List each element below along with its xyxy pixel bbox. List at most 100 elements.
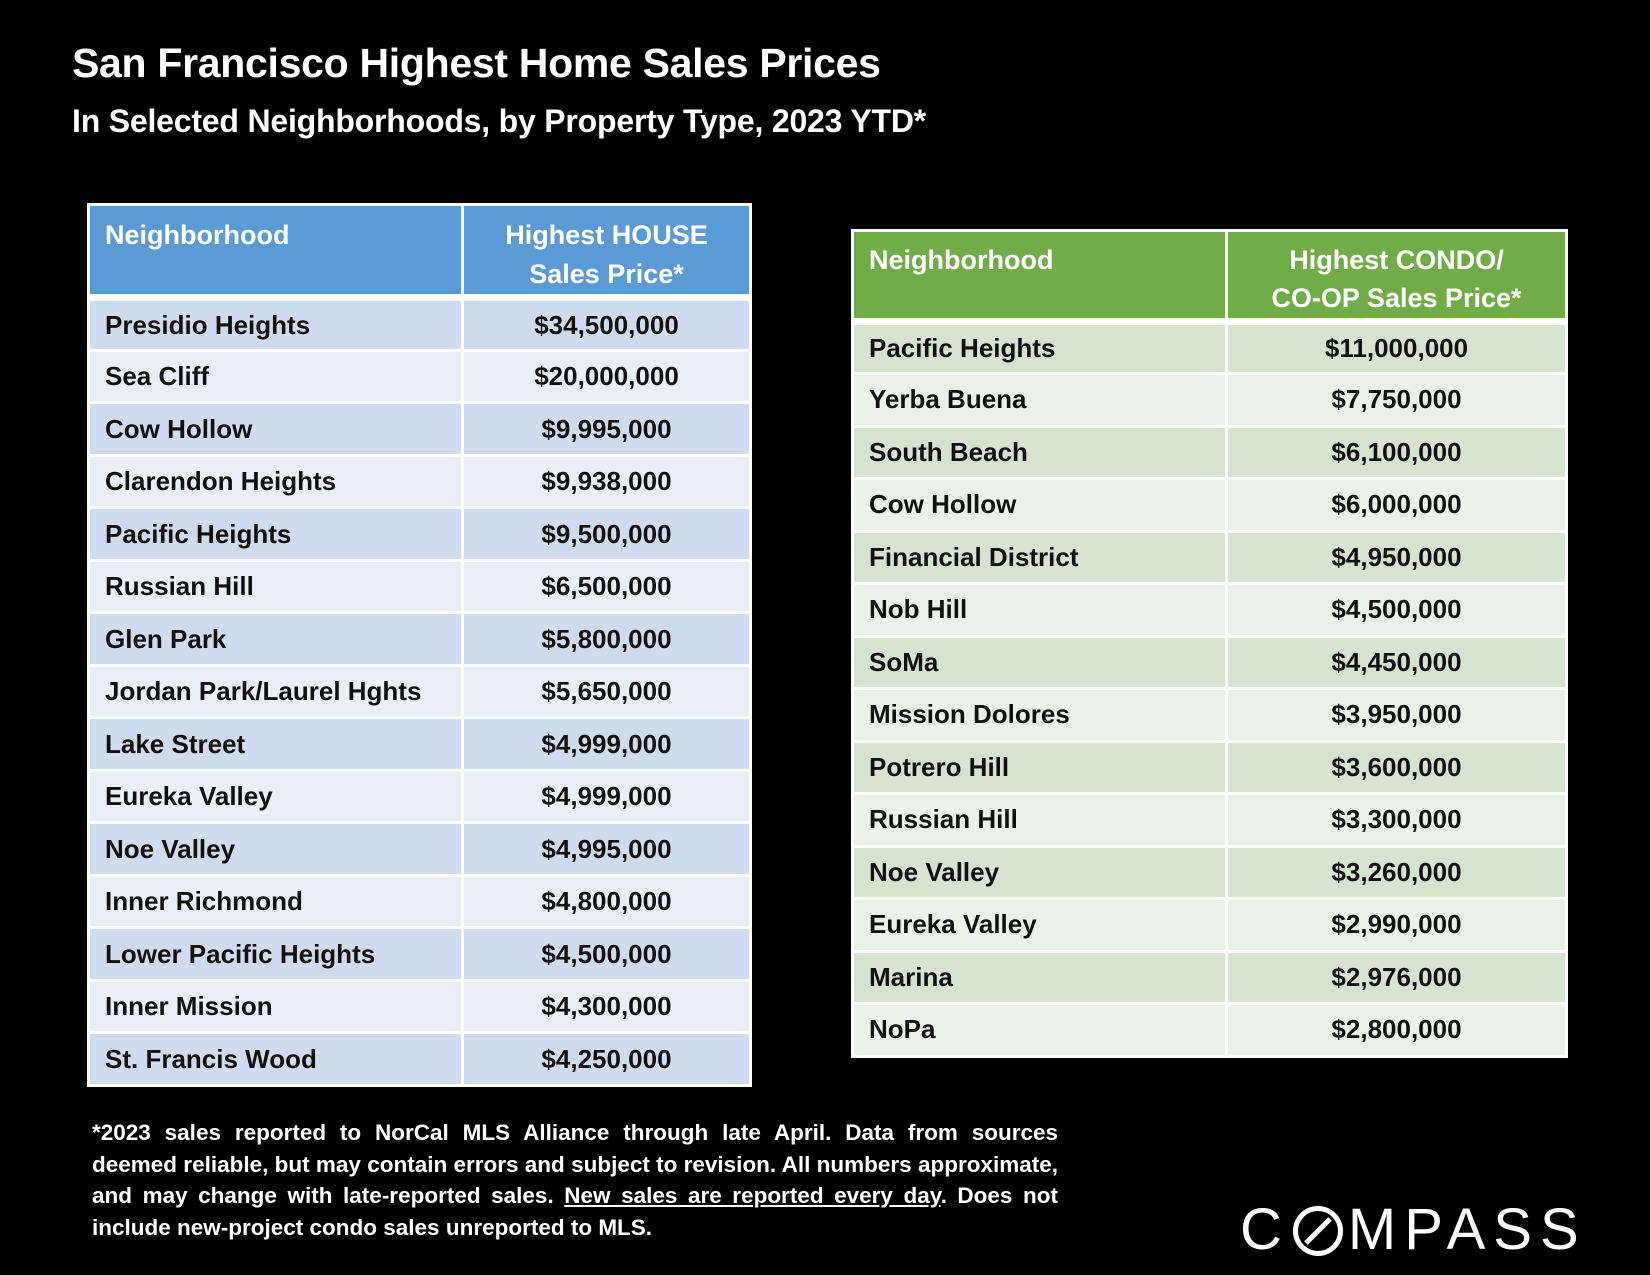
condo-price-cell: $3,950,000 — [1225, 687, 1568, 743]
condo-neighborhood-cell: Cow Hollow — [851, 477, 1228, 533]
house-table-row: Cow Hollow $9,995,000 — [87, 401, 752, 457]
condo-price-cell: $4,500,000 — [1225, 582, 1568, 638]
house-table-row: Pacific Heights $9,500,000 — [87, 506, 752, 562]
house-neighborhood-cell: Lower Pacific Heights — [87, 926, 464, 982]
condo-col-price: Highest CONDO/ CO-OP Sales Price* — [1225, 229, 1568, 323]
condo-table-header-row: Neighborhood Highest CONDO/ CO-OP Sales … — [851, 229, 1568, 323]
house-neighborhood-cell: Lake Street — [87, 716, 464, 772]
house-neighborhood-cell: St. Francis Wood — [87, 1031, 464, 1087]
house-table-header-row: Neighborhood Highest HOUSE Sales Price* — [87, 202, 752, 300]
house-price-cell: $4,999,000 — [461, 768, 752, 825]
condo-neighborhood-cell: Marina — [851, 949, 1228, 1006]
footnote: *2023 sales reported to NorCal MLS Allia… — [92, 1117, 1058, 1243]
logo-letter-c: C — [1240, 1197, 1290, 1262]
condo-price-cell: $2,800,000 — [1225, 1002, 1568, 1058]
condo-price-cell: $2,976,000 — [1225, 949, 1568, 1006]
condo-neighborhood-cell: Potrero Hill — [851, 739, 1228, 796]
condo-neighborhood-cell: South Beach — [851, 424, 1228, 481]
house-neighborhood-cell: Inner Richmond — [87, 873, 464, 930]
house-table-row: Inner Mission $4,300,000 — [87, 978, 752, 1035]
house-neighborhood-cell: Eureka Valley — [87, 768, 464, 825]
house-price-cell: $4,999,000 — [461, 716, 752, 772]
house-neighborhood-cell: Cow Hollow — [87, 401, 464, 457]
condo-neighborhood-cell: Pacific Heights — [851, 317, 1228, 376]
house-price-cell: $5,800,000 — [461, 611, 752, 667]
house-col-price-line2: Sales Price* — [529, 259, 684, 290]
house-neighborhood-cell: Presidio Heights — [87, 294, 464, 352]
house-price-cell: $4,300,000 — [461, 978, 752, 1035]
house-neighborhood-cell: Pacific Heights — [87, 506, 464, 562]
house-neighborhood-cell: Sea Cliff — [87, 348, 464, 405]
house-col-price: Highest HOUSE Sales Price* — [461, 202, 752, 300]
page-title: San Francisco Highest Home Sales Prices — [72, 40, 881, 86]
condo-price-cell: $3,260,000 — [1225, 844, 1568, 901]
house-table-body: Presidio Heights $34,500,000 Sea Cliff $20,… — [87, 294, 752, 1087]
condo-table-row: Financial District $4,950,000 — [851, 529, 1568, 586]
page-subtitle: In Selected Neighborhoods, by Property T… — [72, 103, 927, 139]
house-table-row: Clarendon Heights $9,938,000 — [87, 453, 752, 510]
condo-table-row: Eureka Valley $2,990,000 — [851, 897, 1568, 953]
house-table-row: Jordan Park/Laurel Hghts $5,650,000 — [87, 663, 752, 720]
house-table-row: Lake Street $4,999,000 — [87, 716, 752, 772]
condo-price-cell: $11,000,000 — [1225, 317, 1568, 376]
condo-neighborhood-cell: Financial District — [851, 529, 1228, 586]
condo-col-price-line1: Highest CONDO/ — [1289, 245, 1504, 275]
condo-neighborhood-cell: Yerba Buena — [851, 372, 1228, 428]
condo-price-cell: $2,990,000 — [1225, 897, 1568, 953]
condo-table-row: South Beach $6,100,000 — [851, 424, 1568, 481]
condo-table-row: Pacific Heights $11,000,000 — [851, 317, 1568, 376]
house-table-row: St. Francis Wood $4,250,000 — [87, 1031, 752, 1087]
house-price-cell: $4,250,000 — [461, 1031, 752, 1087]
house-price-cell: $4,800,000 — [461, 873, 752, 930]
footnote-link[interactable]: New sales are reported every day — [564, 1183, 941, 1208]
house-table-row: Sea Cliff $20,000,000 — [87, 348, 752, 405]
house-neighborhood-cell: Clarendon Heights — [87, 453, 464, 510]
house-price-table: Neighborhood Highest HOUSE Sales Price* … — [87, 202, 752, 1087]
condo-price-cell: $7,750,000 — [1225, 372, 1568, 428]
house-neighborhood-cell: Inner Mission — [87, 978, 464, 1035]
condo-neighborhood-cell: Nob Hill — [851, 582, 1228, 638]
house-neighborhood-cell: Glen Park — [87, 611, 464, 667]
compass-o-icon — [1292, 1204, 1344, 1256]
house-table-row: Noe Valley $4,995,000 — [87, 821, 752, 877]
house-table-row: Glen Park $5,800,000 — [87, 611, 752, 667]
house-price-cell: $5,650,000 — [461, 663, 752, 720]
house-table-row: Russian Hill $6,500,000 — [87, 558, 752, 615]
house-neighborhood-cell: Noe Valley — [87, 821, 464, 877]
condo-price-table: Neighborhood Highest CONDO/ CO-OP Sales … — [851, 229, 1568, 1058]
house-price-cell: $34,500,000 — [461, 294, 752, 352]
condo-table-row: Russian Hill $3,300,000 — [851, 792, 1568, 848]
condo-neighborhood-cell: Eureka Valley — [851, 897, 1228, 953]
house-price-cell: $20,000,000 — [461, 348, 752, 405]
condo-col-neighborhood: Neighborhood — [851, 229, 1228, 323]
condo-table-row: Potrero Hill $3,600,000 — [851, 739, 1568, 796]
house-col-price-line1: Highest HOUSE — [505, 220, 708, 250]
house-price-cell: $9,995,000 — [461, 401, 752, 457]
condo-table-row: Cow Hollow $6,000,000 — [851, 477, 1568, 533]
condo-table-row: NoPa $2,800,000 — [851, 1002, 1568, 1058]
condo-table-row: Yerba Buena $7,750,000 — [851, 372, 1568, 428]
house-price-cell: $6,500,000 — [461, 558, 752, 615]
condo-neighborhood-cell: SoMa — [851, 634, 1228, 691]
condo-table-body: Pacific Heights $11,000,000 Yerba Buena $7,… — [851, 317, 1568, 1058]
logo-letters-mpass: MPASS — [1347, 1197, 1587, 1262]
compass-logo: C MPASS — [1240, 1196, 1587, 1263]
condo-neighborhood-cell: Mission Dolores — [851, 687, 1228, 743]
house-table-row: Lower Pacific Heights $4,500,000 — [87, 926, 752, 982]
house-col-neighborhood: Neighborhood — [87, 202, 464, 300]
condo-price-cell: $4,450,000 — [1225, 634, 1568, 691]
condo-neighborhood-cell: Noe Valley — [851, 844, 1228, 901]
house-table-row: Inner Richmond $4,800,000 — [87, 873, 752, 930]
house-neighborhood-cell: Russian Hill — [87, 558, 464, 615]
condo-neighborhood-cell: NoPa — [851, 1002, 1228, 1058]
condo-price-cell: $4,950,000 — [1225, 529, 1568, 586]
condo-price-cell: $3,600,000 — [1225, 739, 1568, 796]
house-table-row: Eureka Valley $4,999,000 — [87, 768, 752, 825]
house-table-row: Presidio Heights $34,500,000 — [87, 294, 752, 352]
condo-table-row: Nob Hill $4,500,000 — [851, 582, 1568, 638]
house-price-cell: $4,995,000 — [461, 821, 752, 877]
footnote-text-1: *2023 sales reported to NorCal MLS Allia… — [92, 1120, 1058, 1208]
condo-table-row: Marina $2,976,000 — [851, 949, 1568, 1006]
condo-col-price-line2: CO-OP Sales Price* — [1271, 282, 1522, 313]
house-neighborhood-cell: Jordan Park/Laurel Hghts — [87, 663, 464, 720]
